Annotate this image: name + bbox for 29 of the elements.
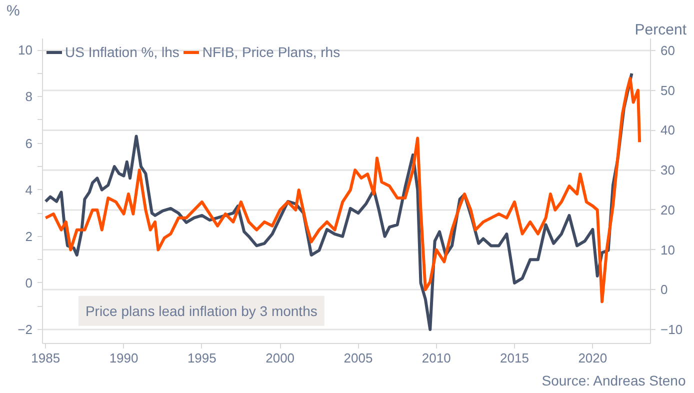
y2-tick-label: 10	[660, 242, 675, 258]
y-tick-label: 2	[25, 228, 33, 244]
x-tick-label: 2005	[344, 350, 373, 366]
y2-tick-label: 30	[660, 162, 675, 178]
y-tick-label: 8	[25, 89, 33, 104]
y-axis-title: %	[6, 2, 20, 20]
y2-tick-label: 20	[660, 202, 675, 218]
x-tick-label: 1990	[109, 350, 138, 366]
legend-label: US Inflation %, lhs	[65, 44, 180, 60]
y2-axis-title: Percent	[634, 22, 688, 38]
source-note: Source: Andreas Steno	[542, 372, 686, 388]
y-tick-label: 0	[25, 275, 33, 290]
legend-label: NFIB, Price Plans, rhs	[202, 44, 340, 60]
y2-tick-label: 50	[660, 82, 675, 98]
y-tick-label: 6	[25, 136, 33, 151]
x-tick-label: 2010	[422, 350, 451, 366]
y-tick-label: −2	[18, 322, 33, 338]
y2-tick-label: 40	[660, 122, 675, 138]
y2-tick-label: 0	[660, 282, 668, 298]
y-tick-label: 10	[18, 42, 33, 58]
y-tick-label: 4	[25, 182, 33, 198]
annotation: Price plans lead inflation by 3 months	[85, 302, 318, 319]
x-tick-label: 2000	[266, 350, 295, 366]
y2-tick-label: 60	[660, 42, 675, 58]
y2-tick-label: −10	[660, 322, 683, 338]
x-tick-label: 1995	[187, 350, 216, 366]
x-tick-label: 1985	[31, 350, 60, 366]
x-tick-label: 2015	[500, 350, 529, 366]
x-tick-label: 2020	[578, 350, 608, 366]
